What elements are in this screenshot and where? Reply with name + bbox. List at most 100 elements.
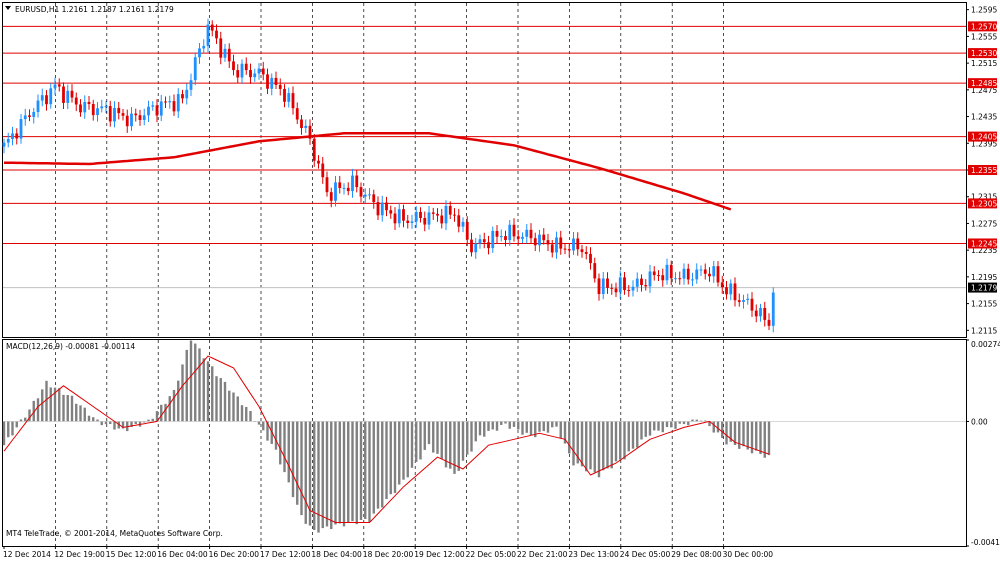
macd-bar: [381, 421, 384, 508]
macd-bar: [572, 421, 575, 466]
candle-body: [597, 278, 601, 295]
candle-body: [499, 236, 503, 238]
candle-body: [198, 48, 201, 58]
macd-bar: [330, 421, 333, 530]
candle-body: [419, 211, 422, 218]
candle-body: [274, 77, 278, 85]
candle-body: [270, 77, 274, 89]
collapse-triangle-icon[interactable]: [5, 6, 11, 10]
macd-bar: [393, 421, 397, 493]
candle-body: [627, 290, 631, 292]
macd-bar: [45, 380, 48, 422]
macd-bar: [559, 421, 562, 439]
level-tag: [968, 21, 997, 32]
macd-bar: [385, 421, 388, 500]
macd-bar: [219, 378, 222, 422]
macd-bar: [109, 421, 112, 425]
candle-body: [185, 89, 189, 99]
macd-bar: [32, 400, 35, 422]
price-tick-label: 1.2515: [971, 59, 997, 68]
macd-bar: [151, 418, 154, 422]
macd-bar: [619, 421, 622, 460]
macd-bar: [185, 349, 188, 422]
candle-body: [533, 238, 537, 246]
macd-bar: [653, 421, 656, 431]
price-tick-label: 1.2475: [971, 86, 997, 95]
macd-bar: [483, 421, 486, 437]
candle-body: [240, 63, 244, 78]
candle-body: [771, 292, 775, 326]
time-label: 22 Dec 05:00: [466, 550, 517, 559]
candle-body: [108, 106, 112, 122]
macd-bar: [767, 421, 771, 456]
candle-body: [2, 142, 6, 147]
macd-bar: [155, 411, 159, 422]
candle-body: [147, 106, 150, 116]
candle-body: [478, 239, 482, 244]
candle-body: [729, 283, 733, 295]
candle-body: [618, 277, 622, 293]
macd-bar: [83, 407, 86, 422]
macd-bar: [402, 421, 405, 480]
macd-bar: [491, 421, 494, 430]
macd-bar: [342, 421, 346, 527]
macd-bar: [321, 421, 324, 529]
macd-bar: [529, 421, 533, 436]
candle-body: [397, 209, 401, 224]
candle-body: [121, 113, 125, 116]
macd-bar: [495, 421, 499, 431]
macd-bar: [657, 421, 660, 431]
candle-body: [440, 215, 444, 224]
candle-body: [244, 63, 248, 71]
macd-bar: [181, 364, 184, 422]
macd-bar: [347, 421, 350, 523]
price-tick-label: 1.2435: [971, 113, 997, 122]
candle-body: [57, 84, 61, 87]
macd-bar: [759, 421, 762, 455]
macd-bar: [423, 421, 426, 450]
macd-bar: [70, 395, 74, 422]
candle-body: [538, 234, 541, 246]
candle-body: [117, 107, 121, 114]
candle-body: [559, 237, 563, 249]
candle-body: [482, 239, 486, 243]
macd-bar: [24, 417, 27, 422]
macd-bar: [500, 421, 503, 425]
candle-body: [436, 213, 439, 216]
macd-bar: [461, 421, 465, 461]
level-label: 1.2570: [971, 22, 997, 31]
candle-body: [74, 97, 78, 105]
macd-bar: [134, 421, 137, 425]
candle-body: [699, 269, 703, 271]
candle-body: [317, 160, 320, 164]
symbol-info: EURUSD,H1 1.2161 1.2187 1.2161 1.2179: [15, 5, 174, 14]
candle-body: [368, 194, 371, 196]
candle-body: [457, 215, 461, 227]
level-label: 1.2530: [971, 49, 997, 58]
candle-body: [19, 119, 23, 139]
candle-body: [96, 108, 99, 116]
candle-body: [444, 205, 448, 224]
macd-bar: [206, 361, 210, 422]
candle-body: [703, 269, 707, 274]
candle-body: [376, 202, 380, 216]
price-tick-label: 1.2115: [971, 326, 997, 335]
candle-body: [334, 182, 337, 201]
macd-bar: [376, 421, 380, 509]
macd-bar: [504, 421, 507, 424]
candle-body: [504, 236, 507, 241]
macd-bar: [665, 421, 669, 428]
macd-bar: [487, 421, 490, 431]
candle-body: [202, 45, 206, 49]
candle-body: [393, 213, 397, 224]
macd-bar: [211, 366, 214, 422]
macd-bar: [551, 421, 554, 428]
candle-body: [461, 221, 465, 227]
macd-bar: [117, 421, 120, 429]
candle-body: [40, 95, 44, 101]
macd-bar: [508, 421, 511, 429]
macd-bar: [355, 421, 358, 525]
candle-body: [529, 229, 533, 239]
candle-body: [657, 275, 660, 277]
